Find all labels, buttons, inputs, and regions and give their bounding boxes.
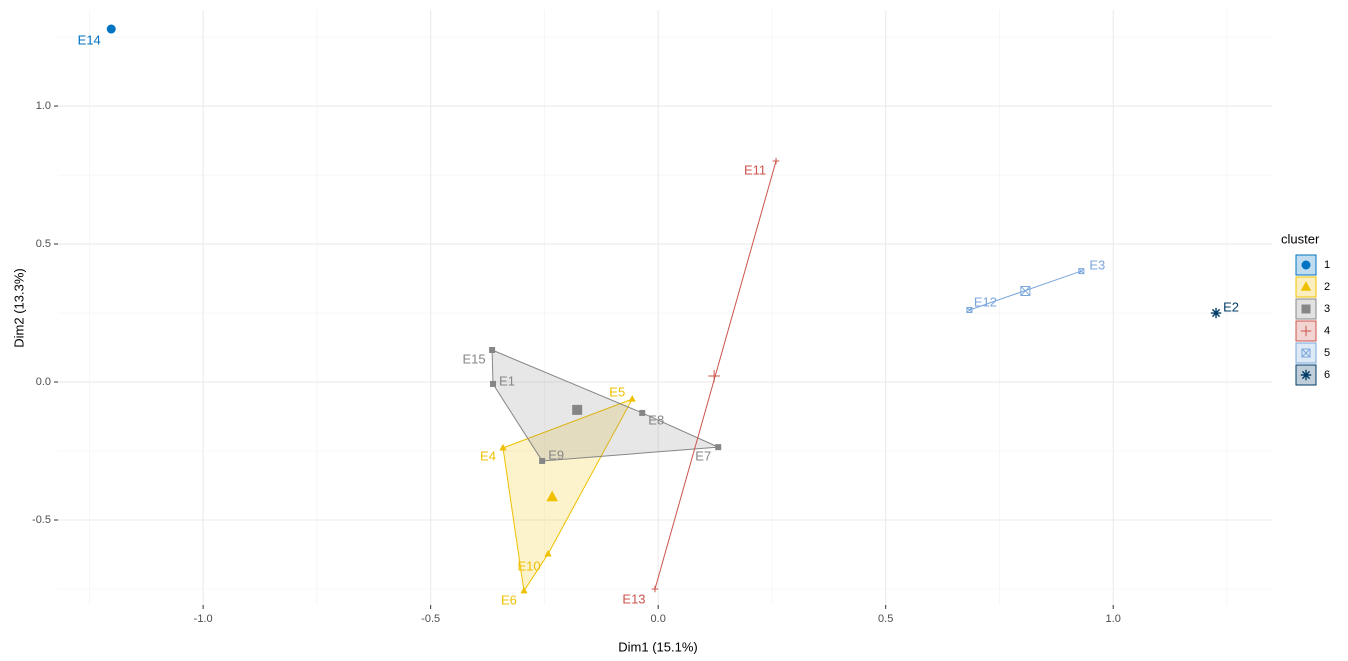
point xyxy=(966,306,973,313)
cluster-hull xyxy=(491,349,719,462)
point-label: E13 xyxy=(622,591,645,606)
point xyxy=(1300,369,1312,381)
point-label: E10 xyxy=(517,558,540,573)
x-tick-label: 0.0 xyxy=(651,613,666,625)
marker-shape xyxy=(520,586,528,594)
legend-label: 3 xyxy=(1324,303,1330,315)
legend-label: 6 xyxy=(1324,369,1330,381)
x-axis-label: Dim1 (15.1%) xyxy=(618,639,697,654)
point xyxy=(490,380,497,387)
x-tick-label: 0.5 xyxy=(878,613,893,625)
point xyxy=(106,24,116,34)
point-label: E15 xyxy=(463,351,486,366)
point xyxy=(572,404,583,415)
marker-shape xyxy=(1301,348,1311,358)
marker-shape xyxy=(772,157,780,165)
y-tick-label: -0.5 xyxy=(32,514,51,526)
marker-shape xyxy=(639,409,646,416)
point-label: E9 xyxy=(548,447,564,462)
marker-shape xyxy=(651,585,659,593)
legend-label: 5 xyxy=(1324,347,1330,359)
point xyxy=(489,347,496,353)
point xyxy=(520,586,528,594)
point xyxy=(1300,281,1312,291)
plot-layer: E14 E5 E4 E10 E6 E15 E1 E8 E7 E9 E11 E13 E3 E12 E2 xyxy=(78,24,1239,607)
point xyxy=(544,549,552,557)
y-axis-label: Dim2 (13.3%) xyxy=(11,268,26,347)
point xyxy=(1301,260,1311,270)
marker-shape xyxy=(1300,281,1312,291)
legend-item: 5 xyxy=(1295,342,1330,364)
point-label: E6 xyxy=(501,592,517,607)
point xyxy=(708,370,720,382)
point-label: E4 xyxy=(480,448,496,463)
marker-shape xyxy=(106,24,116,34)
point xyxy=(772,157,780,165)
point xyxy=(715,444,722,451)
point xyxy=(651,585,659,593)
marker-shape xyxy=(1078,268,1085,275)
legend-label: 2 xyxy=(1324,281,1330,293)
point xyxy=(546,490,558,502)
y-tick-label: 1.0 xyxy=(36,100,51,112)
cluster-hull xyxy=(654,160,777,590)
point xyxy=(499,443,507,451)
point-label: E12 xyxy=(974,294,997,309)
marker-shape xyxy=(544,549,552,557)
marker-shape xyxy=(708,370,720,382)
marker-shape xyxy=(1300,369,1312,381)
point xyxy=(1020,285,1031,296)
marker-shape xyxy=(715,444,722,451)
legend-item: 3 xyxy=(1295,298,1330,320)
point xyxy=(1210,307,1222,319)
point xyxy=(1078,268,1085,275)
point-label: E2 xyxy=(1223,299,1239,314)
legend-label: 4 xyxy=(1324,325,1330,337)
marker-shape xyxy=(1301,304,1311,314)
marker-shape xyxy=(499,443,507,451)
point-label: E11 xyxy=(744,162,766,177)
x-tick-label: -1.0 xyxy=(194,613,213,625)
point-label: E1 xyxy=(499,373,515,388)
point-label: E5 xyxy=(609,385,625,400)
marker-shape xyxy=(572,404,583,415)
marker-shape xyxy=(489,347,496,353)
marker-shape xyxy=(1020,285,1031,296)
point-label: E7 xyxy=(695,449,711,464)
point-label: E14 xyxy=(78,32,101,47)
legend-title: cluster xyxy=(1281,231,1320,246)
x-tick-label: 1.0 xyxy=(1106,613,1121,625)
marker-shape xyxy=(1300,325,1312,337)
marker-shape xyxy=(490,380,497,387)
x-tick-label: -0.5 xyxy=(421,613,440,625)
point xyxy=(1301,304,1311,314)
grid xyxy=(58,10,1272,605)
legend-item: 6 xyxy=(1295,364,1330,386)
point xyxy=(1300,325,1312,337)
legend-item: 4 xyxy=(1295,320,1330,342)
legend-item: 1 xyxy=(1295,254,1330,276)
point xyxy=(628,395,636,402)
point xyxy=(639,409,646,416)
point-label: E3 xyxy=(1089,258,1105,273)
marker-shape xyxy=(1210,307,1222,319)
marker-shape xyxy=(628,395,636,402)
legend-label: 1 xyxy=(1324,259,1330,271)
marker-shape xyxy=(1301,260,1311,270)
point xyxy=(1301,348,1311,358)
marker-shape xyxy=(966,306,973,313)
point xyxy=(539,457,546,464)
y-tick-label: 0.0 xyxy=(36,376,51,388)
legend-item: 2 xyxy=(1295,276,1330,298)
marker-shape xyxy=(539,457,546,464)
y-tick-label: 0.5 xyxy=(36,238,51,250)
marker-shape xyxy=(546,490,558,502)
point-label: E8 xyxy=(648,412,664,427)
